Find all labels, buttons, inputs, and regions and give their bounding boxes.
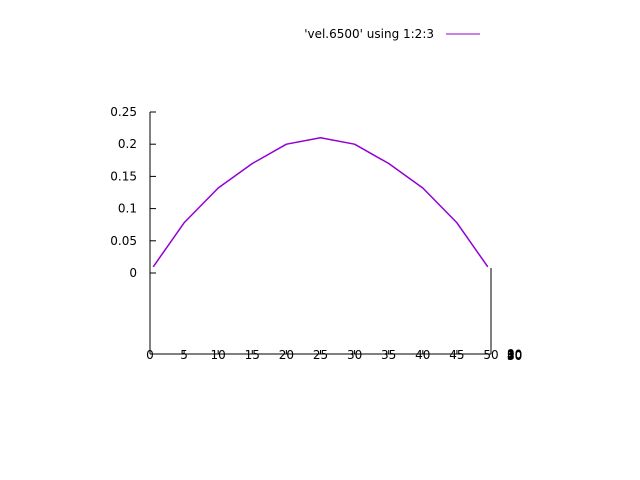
legend-label: 'vel.6500' using 1:2:3 xyxy=(304,27,434,41)
data-point xyxy=(285,143,287,145)
right-axis-tick-label: 50 xyxy=(507,349,522,363)
y-tick-label: 0.2 xyxy=(118,137,137,151)
y-tick-label: 0.25 xyxy=(110,105,137,119)
right-axis-tick-label: 20 xyxy=(507,348,522,362)
data-point xyxy=(388,162,390,165)
data-point xyxy=(422,187,424,189)
y-tick-label: 0 xyxy=(129,266,137,280)
data-point xyxy=(152,265,155,268)
x-tick-label: 0 xyxy=(146,348,154,362)
x-tick-label: 35 xyxy=(381,348,396,362)
x-tick-label: 25 xyxy=(313,348,328,362)
legend: 'vel.6500' using 1:2:3 xyxy=(304,27,480,41)
right-axis-tick-label: 40 xyxy=(507,349,522,363)
x-tick-label: 50 xyxy=(483,348,498,362)
x-tick-label: 5 xyxy=(180,348,188,362)
data-point xyxy=(354,143,356,145)
x-tick-label: 45 xyxy=(449,348,464,362)
x-tick-label: 40 xyxy=(415,348,430,362)
x-axis-ticks: 0 5 10 15 20 25 30 35 40 45 50 xyxy=(146,348,498,362)
y-axis-ticks: 0 0.05 0.1 0.15 0.2 0.25 xyxy=(110,105,156,280)
data-point xyxy=(183,222,185,224)
x-tick-label: 10 xyxy=(211,348,226,362)
data-point xyxy=(486,265,489,268)
x-tick-label: 30 xyxy=(347,348,362,362)
y-tick-label: 0.15 xyxy=(110,169,137,183)
y-tick-label: 0.05 xyxy=(110,234,137,248)
right-axis-tick-label: 30 xyxy=(507,348,522,362)
right-axis-tick-label: 10 xyxy=(507,347,522,361)
data-point xyxy=(251,162,253,165)
x-tick-label: 15 xyxy=(245,348,260,362)
series-group xyxy=(152,137,489,268)
data-point xyxy=(456,222,458,224)
data-point xyxy=(319,137,322,139)
y-tick-label: 0.1 xyxy=(118,202,137,216)
series-line xyxy=(152,137,489,267)
data-point xyxy=(217,187,219,189)
axes xyxy=(149,112,492,355)
right-axis-tick-label: 0 xyxy=(507,347,515,361)
x-tick-label: 20 xyxy=(279,348,294,362)
